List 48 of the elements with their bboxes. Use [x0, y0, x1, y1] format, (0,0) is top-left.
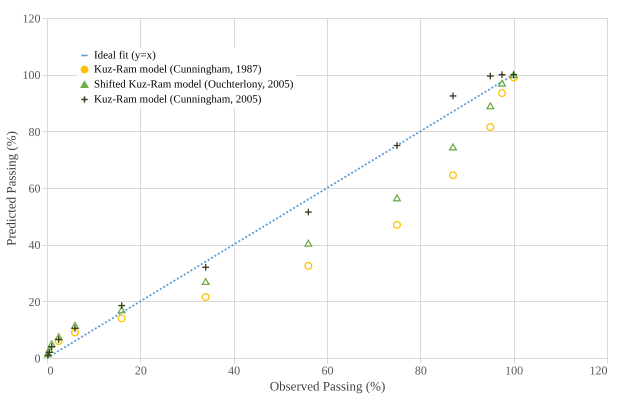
- point: [448, 171, 458, 180]
- point: [202, 293, 210, 302]
- point: [202, 278, 210, 286]
- x-tick-label: 120: [590, 364, 608, 378]
- point: [48, 342, 56, 351]
- y-tick-label: 120: [22, 12, 40, 26]
- point: [498, 89, 506, 98]
- point: [448, 92, 458, 100]
- y-axis-title: Predicted Passing (%): [4, 131, 18, 246]
- point: [304, 208, 312, 216]
- point: [202, 263, 210, 272]
- point: [70, 324, 80, 332]
- point: [48, 340, 56, 348]
- y-tick-label: 100: [22, 68, 40, 82]
- point: [392, 220, 402, 229]
- point: [392, 141, 402, 150]
- legend-label: Shifted Kuz-Ram model (Ouchterlony, 2005): [94, 78, 294, 90]
- x-tick-label: 100: [505, 364, 524, 378]
- point: [304, 262, 312, 270]
- y-tick-label: 20: [28, 294, 40, 309]
- point: [498, 70, 506, 79]
- point: [392, 194, 402, 202]
- point: [54, 333, 63, 340]
- x-tick-label: 40: [228, 364, 240, 378]
- point: [486, 72, 494, 80]
- legend-label: Ideal fit (y=x): [94, 50, 156, 62]
- legend-label: Kuz-Ram model (Cunningham, 2005): [94, 94, 262, 106]
- point: [304, 240, 312, 247]
- point: [45, 346, 54, 354]
- x-tick-label: 80: [414, 364, 427, 378]
- point: [486, 123, 494, 132]
- point: [486, 102, 494, 110]
- point: [70, 328, 80, 336]
- point: [498, 80, 506, 87]
- x-tick-label: 0: [48, 364, 54, 378]
- x-tick-label: 20: [134, 364, 147, 378]
- y-tick-label: 40: [28, 238, 40, 252]
- point: [448, 143, 458, 150]
- legend-label: Kuz-Ram model (Cunningham, 1987): [94, 64, 262, 76]
- y-tick-label: 60: [28, 182, 40, 196]
- x-axis-title: Observed Passing (%): [270, 378, 386, 394]
- x-tick-label: 60: [322, 364, 334, 378]
- y-tick-label: 0: [34, 352, 40, 366]
- point: [70, 322, 80, 329]
- point: [118, 314, 126, 322]
- y-tick-label: 80: [28, 124, 40, 139]
- point: [118, 302, 126, 310]
- point: [118, 306, 126, 314]
